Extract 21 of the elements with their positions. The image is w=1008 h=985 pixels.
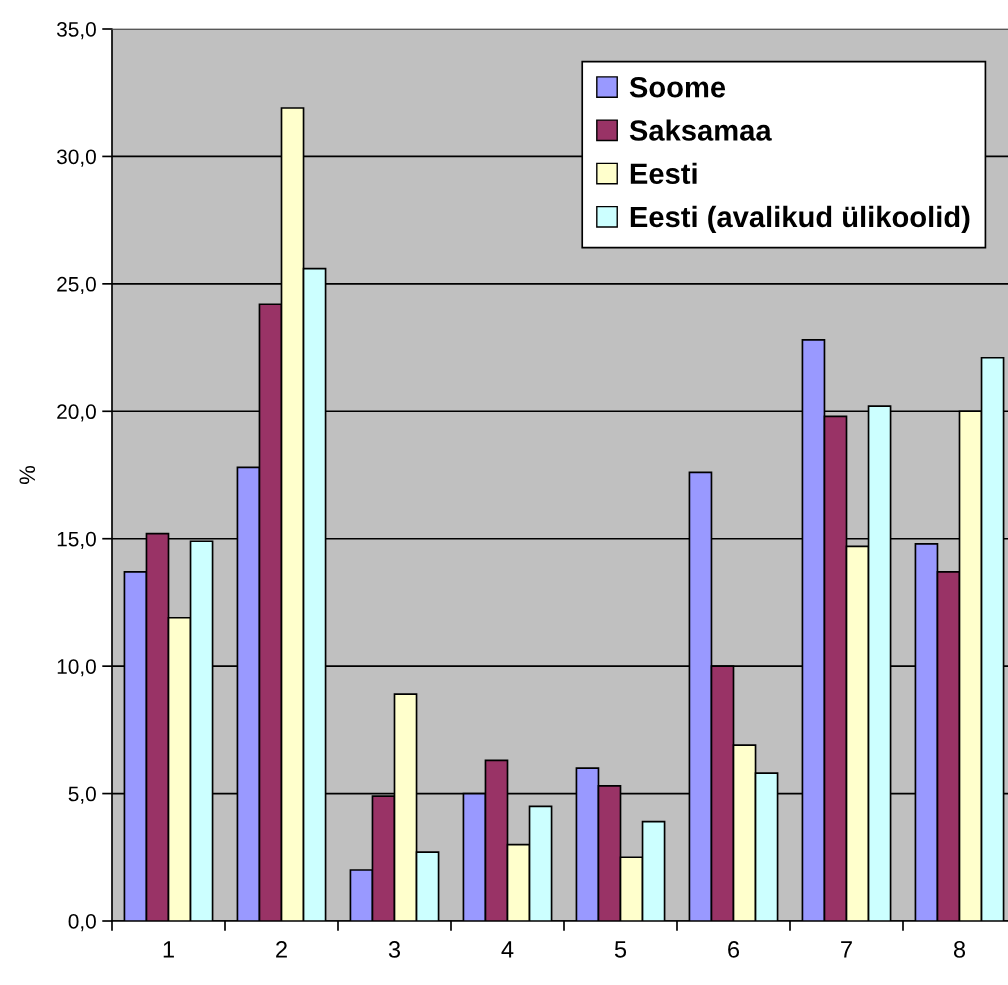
legend-label: Eesti xyxy=(630,162,697,185)
y-tick-label: 25,0 xyxy=(57,276,96,295)
y-tick-label: 20,0 xyxy=(57,404,96,422)
y-tick-label: 15,0 xyxy=(57,531,96,549)
x-tick-label: 6 xyxy=(728,941,740,958)
x-tick-label: 1 xyxy=(163,941,174,958)
y-tick-label: 0,0 xyxy=(68,914,96,932)
legend-label: Saksamaa xyxy=(629,119,772,141)
x-tick-label: 5 xyxy=(614,941,627,958)
x-tick-label: 8 xyxy=(953,941,966,958)
x-tick-label: 7 xyxy=(841,941,852,958)
legend-label: Soome xyxy=(629,76,726,98)
x-tick-label: 4 xyxy=(501,941,514,958)
x-tick-label: 2 xyxy=(276,941,287,958)
y-tick-label: 10,0 xyxy=(57,659,96,677)
y-tick-label: 30,0 xyxy=(56,149,96,167)
y-tick-label: 35,0 xyxy=(56,22,96,40)
x-tick-label: 3 xyxy=(388,941,401,958)
legend-label: Eesti (avalikud ülikoolid) xyxy=(630,205,970,234)
y-tick-label: 5,0 xyxy=(68,786,96,804)
y-axis-title: % xyxy=(19,465,36,485)
